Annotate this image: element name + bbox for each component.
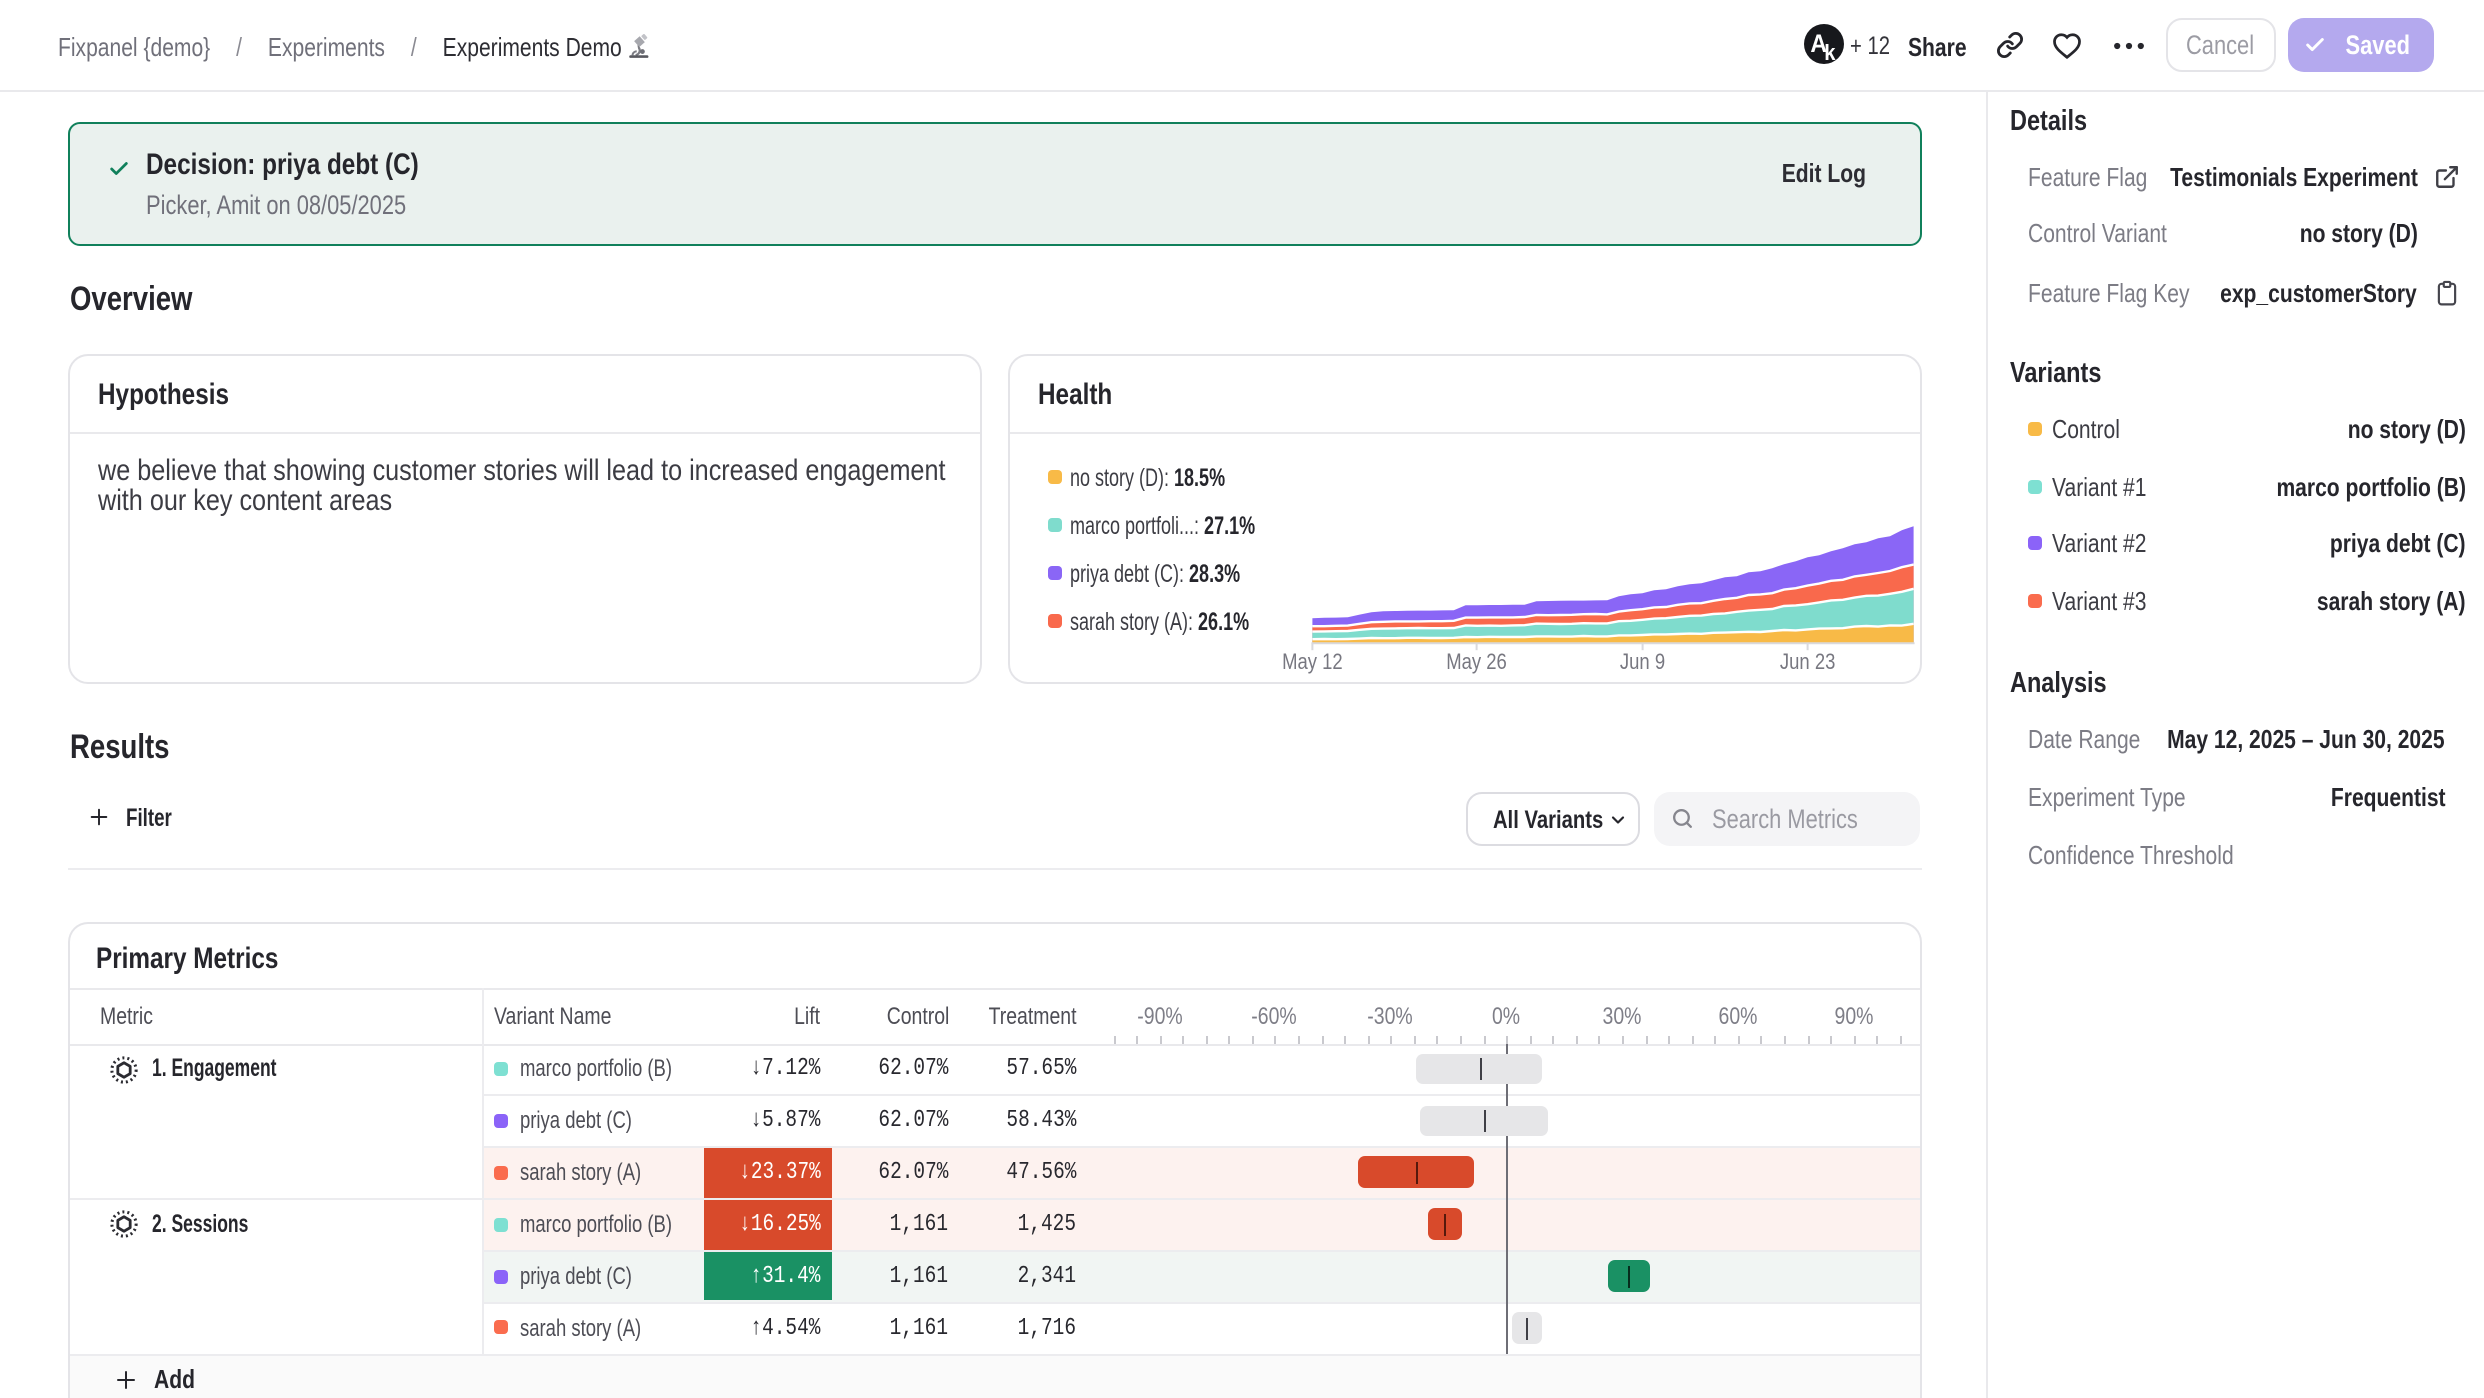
svg-text:May 26: May 26	[1447, 651, 1508, 675]
svg-text:A: A	[1810, 30, 1827, 58]
svg-text:May 12: May 12	[1283, 651, 1344, 675]
svg-text:Jun 23: Jun 23	[1780, 651, 1835, 675]
svg-text:k: k	[1824, 41, 1835, 64]
svg-text:Jun 9: Jun 9	[1620, 651, 1665, 675]
